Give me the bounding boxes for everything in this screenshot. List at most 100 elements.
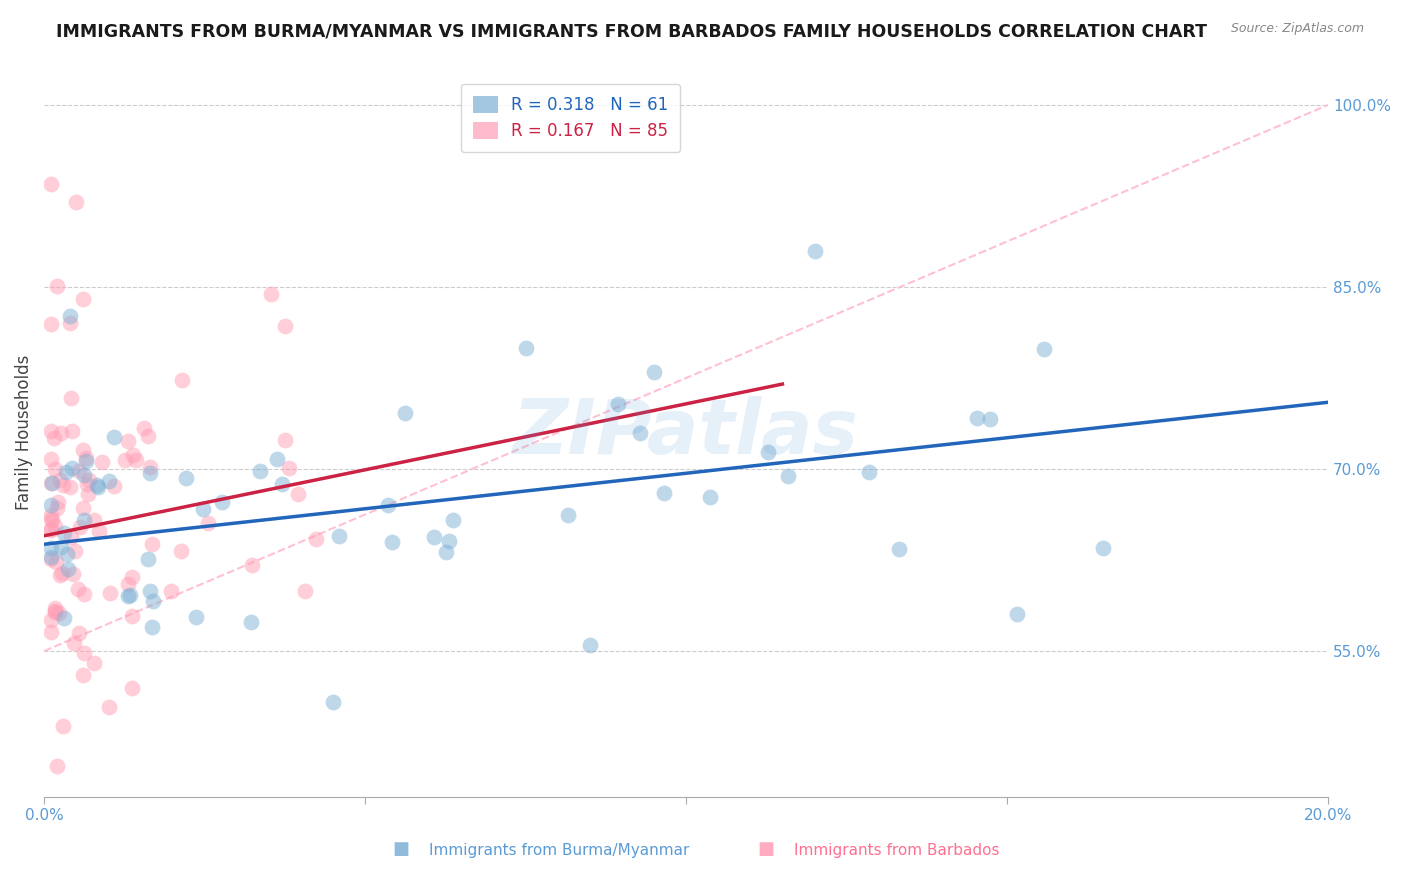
Y-axis label: Family Households: Family Households bbox=[15, 355, 32, 510]
Point bbox=[39, 624, 62, 639]
Point bbox=[75, 451, 97, 466]
Text: ZIPatlas: ZIPatlas bbox=[513, 395, 859, 469]
Point bbox=[294, 584, 316, 599]
Point bbox=[117, 434, 139, 448]
Point bbox=[652, 486, 675, 500]
Point bbox=[260, 287, 283, 301]
Point bbox=[557, 508, 579, 522]
Point bbox=[121, 570, 143, 584]
Point bbox=[606, 396, 628, 410]
Point bbox=[132, 421, 155, 435]
Point bbox=[62, 566, 84, 581]
Point bbox=[39, 317, 62, 331]
Point bbox=[117, 590, 139, 604]
Legend: R = 0.318   N = 61, R = 0.167   N = 85: R = 0.318 N = 61, R = 0.167 N = 85 bbox=[461, 84, 681, 153]
Point bbox=[979, 411, 1001, 425]
Point bbox=[515, 341, 537, 355]
Point bbox=[240, 558, 263, 573]
Point bbox=[52, 526, 75, 541]
Point bbox=[83, 657, 105, 671]
Point bbox=[76, 476, 98, 491]
Point bbox=[776, 469, 799, 483]
Point bbox=[121, 608, 143, 623]
Point bbox=[186, 610, 208, 624]
Point bbox=[136, 428, 159, 442]
Point bbox=[91, 455, 114, 469]
Point bbox=[52, 719, 75, 733]
Point bbox=[55, 465, 77, 479]
Text: IMMIGRANTS FROM BURMA/MYANMAR VS IMMIGRANTS FROM BARBADOS FAMILY HOUSEHOLDS CORR: IMMIGRANTS FROM BURMA/MYANMAR VS IMMIGRA… bbox=[56, 22, 1208, 40]
Point bbox=[274, 433, 297, 447]
Point bbox=[59, 310, 82, 324]
Point bbox=[46, 500, 69, 515]
Point bbox=[75, 454, 97, 468]
Point bbox=[69, 520, 91, 534]
Point bbox=[858, 466, 880, 480]
Point bbox=[278, 461, 301, 475]
Point bbox=[328, 529, 350, 543]
Point bbox=[49, 568, 72, 582]
Text: Immigrants from Barbados: Immigrants from Barbados bbox=[794, 843, 1000, 858]
Point bbox=[73, 587, 96, 601]
Point bbox=[39, 511, 62, 525]
Point bbox=[39, 508, 62, 522]
Point bbox=[193, 502, 215, 516]
Point bbox=[52, 478, 75, 492]
Point bbox=[139, 466, 162, 480]
Point bbox=[756, 445, 779, 459]
Point bbox=[381, 534, 404, 549]
Point bbox=[41, 476, 63, 491]
Point bbox=[49, 426, 72, 441]
Point bbox=[59, 479, 82, 493]
Text: ■: ■ bbox=[758, 840, 775, 858]
Point bbox=[56, 547, 79, 561]
Point bbox=[73, 513, 96, 527]
Point bbox=[48, 606, 70, 620]
Point bbox=[121, 681, 143, 695]
Point bbox=[65, 194, 87, 209]
Point bbox=[97, 699, 120, 714]
Point bbox=[39, 550, 62, 565]
Point bbox=[103, 430, 125, 444]
Point bbox=[628, 426, 651, 441]
Point bbox=[44, 604, 66, 618]
Point bbox=[271, 477, 294, 491]
Point bbox=[86, 478, 108, 492]
Point bbox=[803, 244, 825, 258]
Point bbox=[83, 513, 105, 527]
Point bbox=[122, 448, 145, 462]
Point bbox=[73, 467, 96, 482]
Point bbox=[45, 278, 67, 293]
Point bbox=[211, 495, 233, 509]
Point bbox=[169, 544, 191, 558]
Point bbox=[98, 475, 121, 489]
Point bbox=[120, 588, 142, 602]
Point bbox=[59, 530, 82, 544]
Point bbox=[103, 479, 125, 493]
Point bbox=[125, 453, 148, 467]
Point bbox=[1092, 541, 1115, 555]
Point bbox=[49, 474, 72, 488]
Point bbox=[437, 534, 460, 549]
Point bbox=[159, 583, 181, 598]
Point bbox=[56, 562, 79, 576]
Point bbox=[274, 318, 297, 333]
Point bbox=[73, 646, 96, 660]
Point bbox=[266, 452, 288, 467]
Point bbox=[44, 605, 66, 619]
Point bbox=[39, 498, 62, 512]
Point bbox=[579, 638, 602, 652]
Point bbox=[44, 519, 66, 533]
Point bbox=[966, 411, 988, 425]
Point bbox=[170, 373, 193, 387]
Point bbox=[139, 460, 162, 475]
Point bbox=[72, 501, 94, 516]
Point bbox=[141, 620, 163, 634]
Point bbox=[45, 555, 67, 569]
Point bbox=[46, 495, 69, 509]
Point bbox=[87, 480, 110, 494]
Point bbox=[72, 292, 94, 306]
Point bbox=[79, 473, 101, 487]
Point bbox=[176, 471, 198, 485]
Point bbox=[42, 431, 65, 445]
